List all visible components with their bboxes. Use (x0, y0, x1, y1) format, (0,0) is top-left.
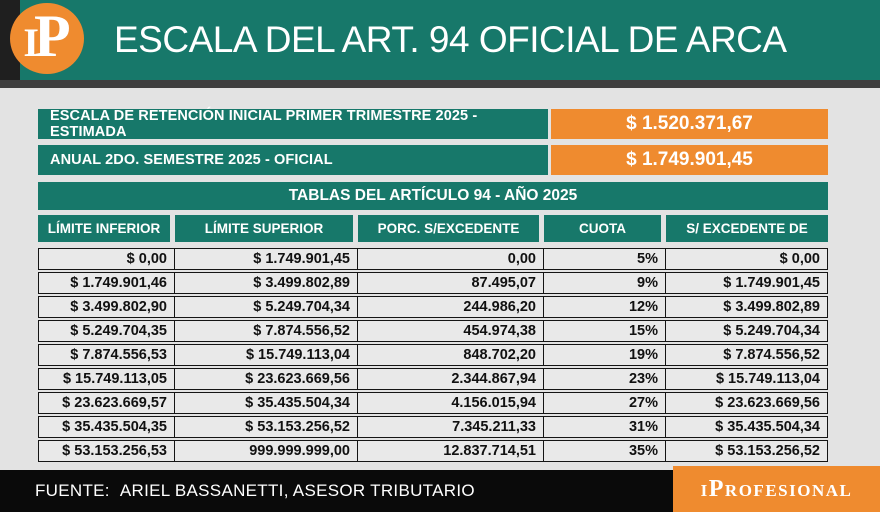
ip-logo-letter-p: P (33, 3, 71, 69)
table-cell: 244.986,20 (358, 296, 544, 318)
table-cell: $ 1.749.901,45 (175, 248, 358, 270)
table-cell: $ 0,00 (666, 248, 828, 270)
table-cell: $ 23.623.669,57 (38, 392, 175, 414)
table-cell: $ 23.623.669,56 (666, 392, 828, 414)
table-cell: $ 5.249.704,34 (175, 296, 358, 318)
table-cell: 454.974,38 (358, 320, 544, 342)
header-divider-strip (0, 80, 880, 88)
table-cell: 0,00 (358, 248, 544, 270)
table-cell: 87.495,07 (358, 272, 544, 294)
source-credit: FUENTE: ARIEL BASSANETTI, ASESOR TRIBUTA… (35, 481, 475, 500)
table-cell: 9% (544, 272, 666, 294)
table-cell: $ 15.749.113,04 (175, 344, 358, 366)
table-cell: 31% (544, 416, 666, 438)
table-cell: $ 1.749.901,45 (666, 272, 828, 294)
column-header-limite-inferior: LÍMITE INFERIOR (38, 215, 170, 242)
table-row: $ 23.623.669,57 $ 35.435.504,34 4.156.015,… (38, 392, 828, 414)
table-cell: $ 35.435.504,34 (666, 416, 828, 438)
table-cell: 19% (544, 344, 666, 366)
banner-value-estimada: $ 1.520.371,67 (551, 109, 828, 139)
table-cell: $ 1.749.901,46 (38, 272, 175, 294)
ip-logo-icon: I P (10, 3, 84, 74)
table-row: $ 53.153.256,53 999.999.999,00 12.837.714,… (38, 440, 828, 462)
table-cell: $ 53.153.256,52 (175, 416, 358, 438)
table-cell: $ 0,00 (38, 248, 175, 270)
column-header-porc-excedente: PORC. S/EXCEDENTE (358, 215, 539, 242)
table-cell: $ 35.435.504,34 (175, 392, 358, 414)
table-cell: 5% (544, 248, 666, 270)
table-cell: $ 7.874.556,53 (38, 344, 175, 366)
table-row: $ 35.435.504,35 $ 53.153.256,52 7.345.211,… (38, 416, 828, 438)
banner-value-oficial: $ 1.749.901,45 (551, 145, 828, 175)
data-table: $ 0,00 $ 1.749.901,45 0,00 5% $ 0,00 $ 1.749.… (38, 248, 828, 464)
ip-logo-letter-i: I (23, 20, 39, 65)
table-cell: $ 53.153.256,52 (666, 440, 828, 462)
table-row: $ 7.874.556,53 $ 15.749.113,04 848.702,20 1… (38, 344, 828, 366)
iprofesional-logo: iProfesional (673, 466, 880, 512)
table-row: $ 3.499.802,90 $ 5.249.704,34 244.986,20 12… (38, 296, 828, 318)
table-cell: $ 53.153.256,53 (38, 440, 175, 462)
table-cell: 12% (544, 296, 666, 318)
banner-row-estimada: ESCALA DE RETENCIÓN INICIAL PRIMER TRIME… (38, 108, 828, 140)
table-cell: $ 3.499.802,89 (666, 296, 828, 318)
table-cell: $ 3.499.802,89 (175, 272, 358, 294)
table-cell: 4.156.015,94 (358, 392, 544, 414)
table-cell: $ 35.435.504,35 (38, 416, 175, 438)
table-cell: $ 15.749.113,05 (38, 368, 175, 390)
table-cell: $ 7.874.556,52 (666, 344, 828, 366)
table-cell: $ 23.623.669,56 (175, 368, 358, 390)
table-cell: $ 3.499.802,90 (38, 296, 175, 318)
table-cell: 999.999.999,00 (175, 440, 358, 462)
column-header-excedente-de: S/ EXCEDENTE DE (666, 215, 828, 242)
table-row: $ 0,00 $ 1.749.901,45 0,00 5% $ 0,00 (38, 248, 828, 270)
table-cell: 23% (544, 368, 666, 390)
table-cell: $ 7.874.556,52 (175, 320, 358, 342)
table-row: $ 15.749.113,05 $ 23.623.669,56 2.344.867,… (38, 368, 828, 390)
table-cell: 12.837.714,51 (358, 440, 544, 462)
table-cell: 35% (544, 440, 666, 462)
table-cell: $ 5.249.704,34 (666, 320, 828, 342)
table-cell: 7.345.211,33 (358, 416, 544, 438)
table-cell: 2.344.867,94 (358, 368, 544, 390)
table-cell: 15% (544, 320, 666, 342)
table-cell: 848.702,20 (358, 344, 544, 366)
column-header-limite-superior: LÍMITE SUPERIOR (175, 215, 353, 242)
table-row: $ 5.249.704,35 $ 7.874.556,52 454.974,38 15… (38, 320, 828, 342)
iprofesional-logo-text: iProfesional (700, 475, 853, 502)
table-title-bar: TABLAS DEL ARTÍCULO 94 - AÑO 2025 (38, 182, 828, 210)
table-cell: $ 15.749.113,04 (666, 368, 828, 390)
banner-label-estimada: ESCALA DE RETENCIÓN INICIAL PRIMER TRIME… (38, 108, 548, 140)
column-header-cuota: CUOTA (544, 215, 661, 242)
banner-row-oficial: ANUAL 2DO. SEMESTRE 2025 - OFICIAL $ 1.7… (38, 145, 828, 175)
table-column-headers: LÍMITE INFERIOR LÍMITE SUPERIOR PORC. S/… (38, 215, 828, 242)
table-cell: $ 5.249.704,35 (38, 320, 175, 342)
table-cell: 27% (544, 392, 666, 414)
banner-label-oficial: ANUAL 2DO. SEMESTRE 2025 - OFICIAL (38, 145, 548, 175)
page-title: ESCALA DEL ART. 94 OFICIAL DE ARCA (114, 19, 787, 60)
table-row: $ 1.749.901,46 $ 3.499.802,89 87.495,07 9% $… (38, 272, 828, 294)
header-bar: I P ESCALA DEL ART. 94 OFICIAL DE ARCA (0, 0, 880, 80)
